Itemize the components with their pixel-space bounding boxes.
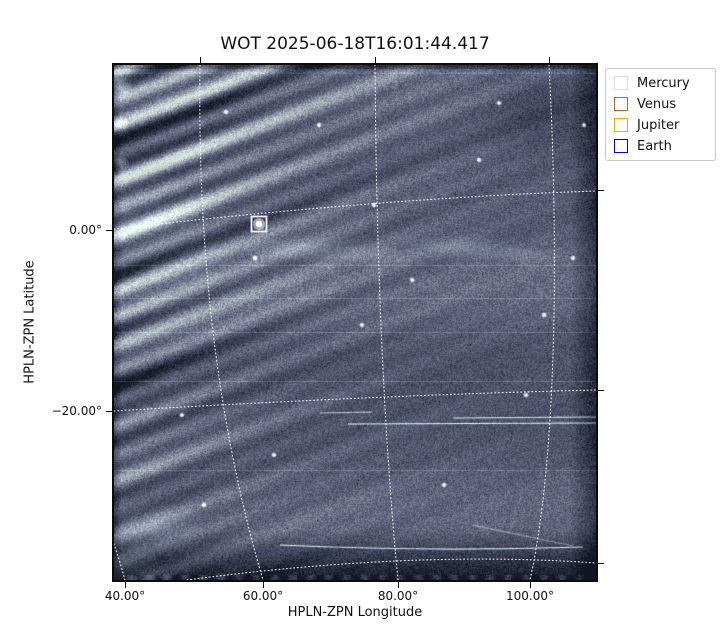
x-top-tick	[549, 57, 550, 63]
plot-area	[112, 63, 598, 582]
grid-line	[199, 65, 264, 580]
x-top-tick	[375, 57, 376, 63]
x-tick	[125, 582, 126, 588]
legend-item-mercury: Mercury	[614, 76, 707, 90]
sky-image-canvas	[114, 65, 596, 580]
legend-item-earth: Earth	[614, 139, 707, 153]
coordinate-grid-overlay	[114, 65, 596, 580]
x-axis-label: HPLN-ZPN Longitude	[287, 605, 423, 620]
mercury-marker	[250, 215, 268, 233]
x-tick-label: 60.00°	[242, 589, 284, 603]
grid-line	[114, 543, 126, 580]
legend-label: Mercury	[637, 75, 690, 91]
y-tick-label: 0.00°	[69, 223, 102, 237]
y-right-tick	[598, 190, 604, 191]
y-tick-label: −20.00°	[51, 404, 102, 418]
y-axis-label: HPLN-ZPN Latitude	[22, 260, 38, 384]
x-tick-label: 100.00°	[506, 589, 554, 603]
legend-label: Jupiter	[637, 117, 680, 133]
earth-marker-icon	[614, 139, 628, 153]
grid-line	[186, 558, 596, 580]
x-tick-label: 40.00°	[104, 589, 146, 603]
grid-line	[114, 190, 596, 230]
x-tick	[398, 582, 399, 588]
plot-title: WOT 2025-06-18T16:01:44.417	[220, 34, 490, 54]
legend: Mercury Venus Jupiter Earth	[605, 68, 716, 161]
grid-line	[114, 389, 596, 412]
legend-item-venus: Venus	[614, 97, 707, 111]
y-right-tick	[598, 390, 604, 391]
x-top-tick	[200, 57, 201, 63]
venus-marker-icon	[614, 97, 628, 111]
legend-label: Venus	[637, 96, 677, 112]
grid-line	[374, 65, 399, 580]
y-tick	[106, 411, 112, 412]
x-tick	[530, 582, 531, 588]
mercury-marker-icon	[614, 76, 628, 90]
x-tick	[263, 582, 264, 588]
jupiter-marker-icon	[614, 118, 628, 132]
y-tick	[106, 230, 112, 231]
legend-item-jupiter: Jupiter	[614, 118, 707, 132]
mercury-source	[255, 220, 263, 228]
legend-label: Earth	[637, 138, 672, 154]
x-tick-label: 80.00°	[377, 589, 419, 603]
y-right-tick	[598, 563, 604, 564]
grid-line	[529, 65, 555, 580]
